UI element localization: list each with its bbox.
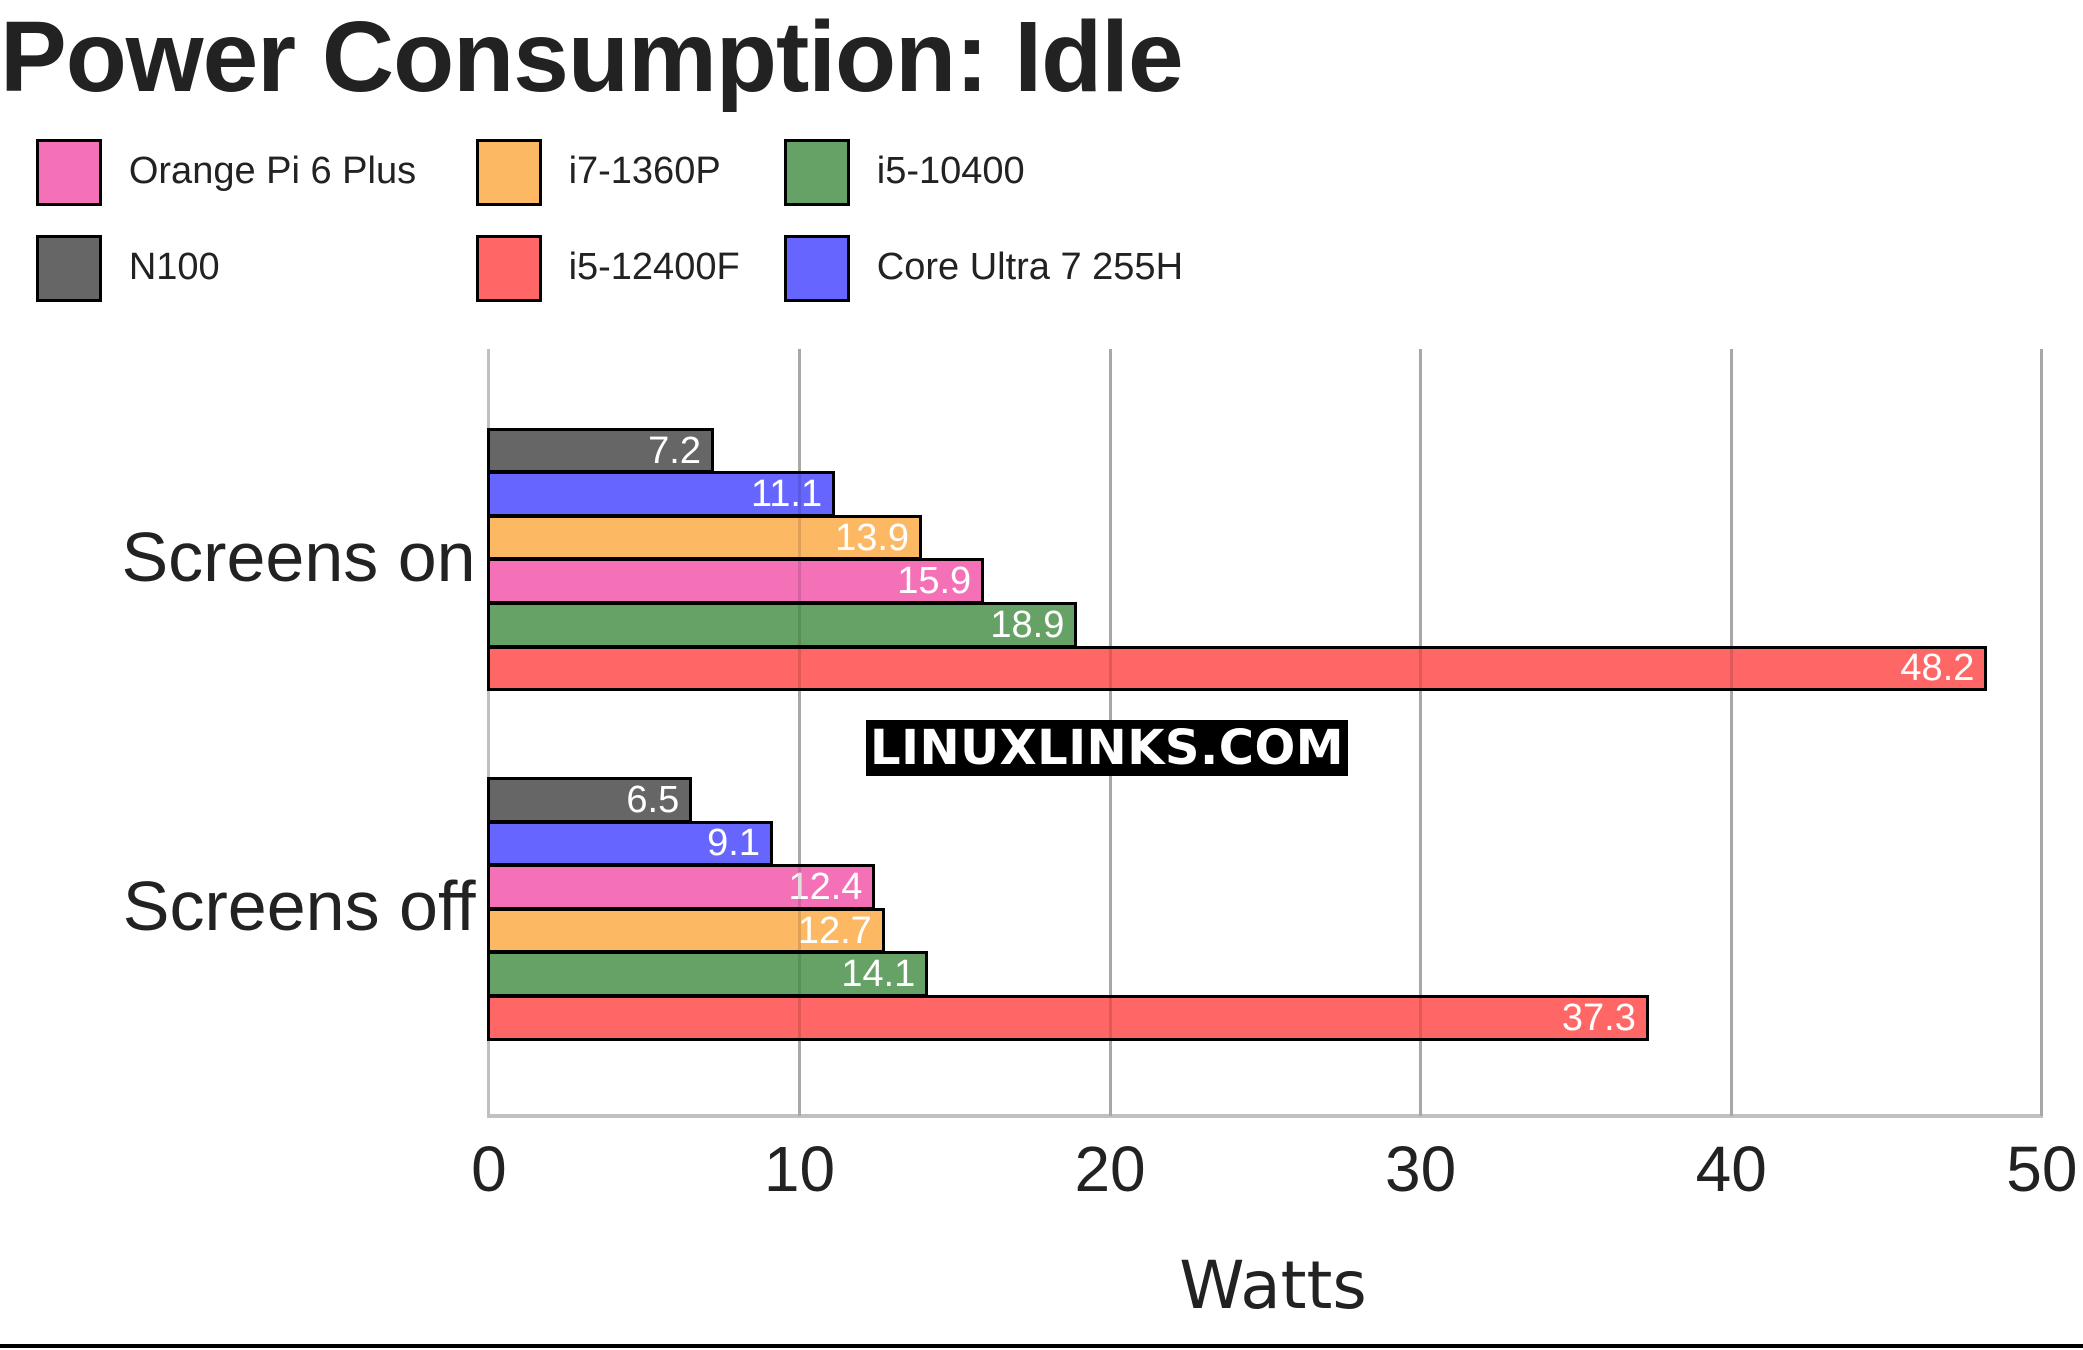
y-category-label: Screens on (121, 517, 476, 596)
legend-label: Core Ultra 7 255H (876, 245, 1184, 288)
bar-value-label: 9.1 (707, 822, 760, 865)
bar: 48.2 (487, 645, 1988, 692)
bar-value-label: 7.2 (648, 429, 701, 472)
x-tick-label: 20 (1074, 1132, 1146, 1205)
chart-title: Power Consumption: Idle (0, 1, 1184, 113)
x-axis-line (487, 1113, 2044, 1118)
x-tick-label: 40 (1695, 1132, 1767, 1205)
bar: 7.2 (487, 427, 714, 474)
y-category-label: Screens off (122, 867, 476, 946)
gridline (797, 349, 801, 1116)
bar-value-label: 13.9 (835, 516, 910, 559)
bar-value-label: 48.2 (1900, 647, 1975, 690)
bar-value-label: 11.1 (750, 473, 823, 516)
gridline-overlay (1419, 349, 1423, 1116)
gridline (1419, 349, 1423, 1116)
bar-value-label: 12.7 (797, 909, 872, 952)
bottom-border (0, 1344, 2083, 1348)
bar: 11.1 (487, 471, 836, 517)
bar: 18.9 (487, 602, 1078, 648)
bar: 13.9 (487, 514, 923, 561)
gridline-overlay (1729, 349, 1733, 1116)
x-axis-label: Watts (1179, 1247, 1367, 1324)
watermark: LINUXLINKS.COM (866, 720, 1349, 776)
bar: 14.1 (487, 951, 929, 997)
legend-swatch (475, 139, 542, 206)
x-tick-label: 10 (763, 1132, 836, 1205)
gridline (2040, 349, 2044, 1116)
legend-swatch (35, 235, 103, 302)
bar-value-label: 15.9 (897, 560, 972, 603)
gridline-overlay (797, 349, 801, 1116)
x-tick-label: 30 (1385, 1132, 1457, 1205)
bar-value-label: 14.1 (841, 953, 916, 996)
legend-swatch (35, 139, 103, 206)
x-tick-label: 50 (2006, 1132, 2078, 1205)
gridline (487, 349, 491, 1116)
bar-value-label: 37.3 (1561, 996, 1636, 1039)
gridline (1729, 349, 1733, 1116)
bar: 6.5 (487, 777, 693, 823)
x-tick-label: 0 (471, 1132, 507, 1205)
bar: 15.9 (487, 558, 985, 605)
bar-value-label: 12.4 (788, 866, 863, 909)
bar: 12.7 (487, 907, 885, 954)
legend-swatch (475, 235, 542, 302)
legend-label: i7-1360P (568, 150, 721, 193)
legend-label: i5-10400 (876, 150, 1025, 193)
legend-swatch (783, 139, 851, 206)
legend-label: N100 (128, 245, 220, 288)
bar: 37.3 (487, 995, 1649, 1041)
bar: 12.4 (487, 864, 876, 910)
bar: 9.1 (487, 820, 773, 867)
legend-swatch (783, 235, 851, 302)
bar-value-label: 18.9 (990, 603, 1065, 646)
legend-label: i5-12400F (568, 245, 740, 288)
gridline-overlay (2040, 349, 2044, 1116)
bar-value-label: 6.5 (626, 778, 680, 821)
legend-label: Orange Pi 6 Plus (128, 150, 417, 193)
